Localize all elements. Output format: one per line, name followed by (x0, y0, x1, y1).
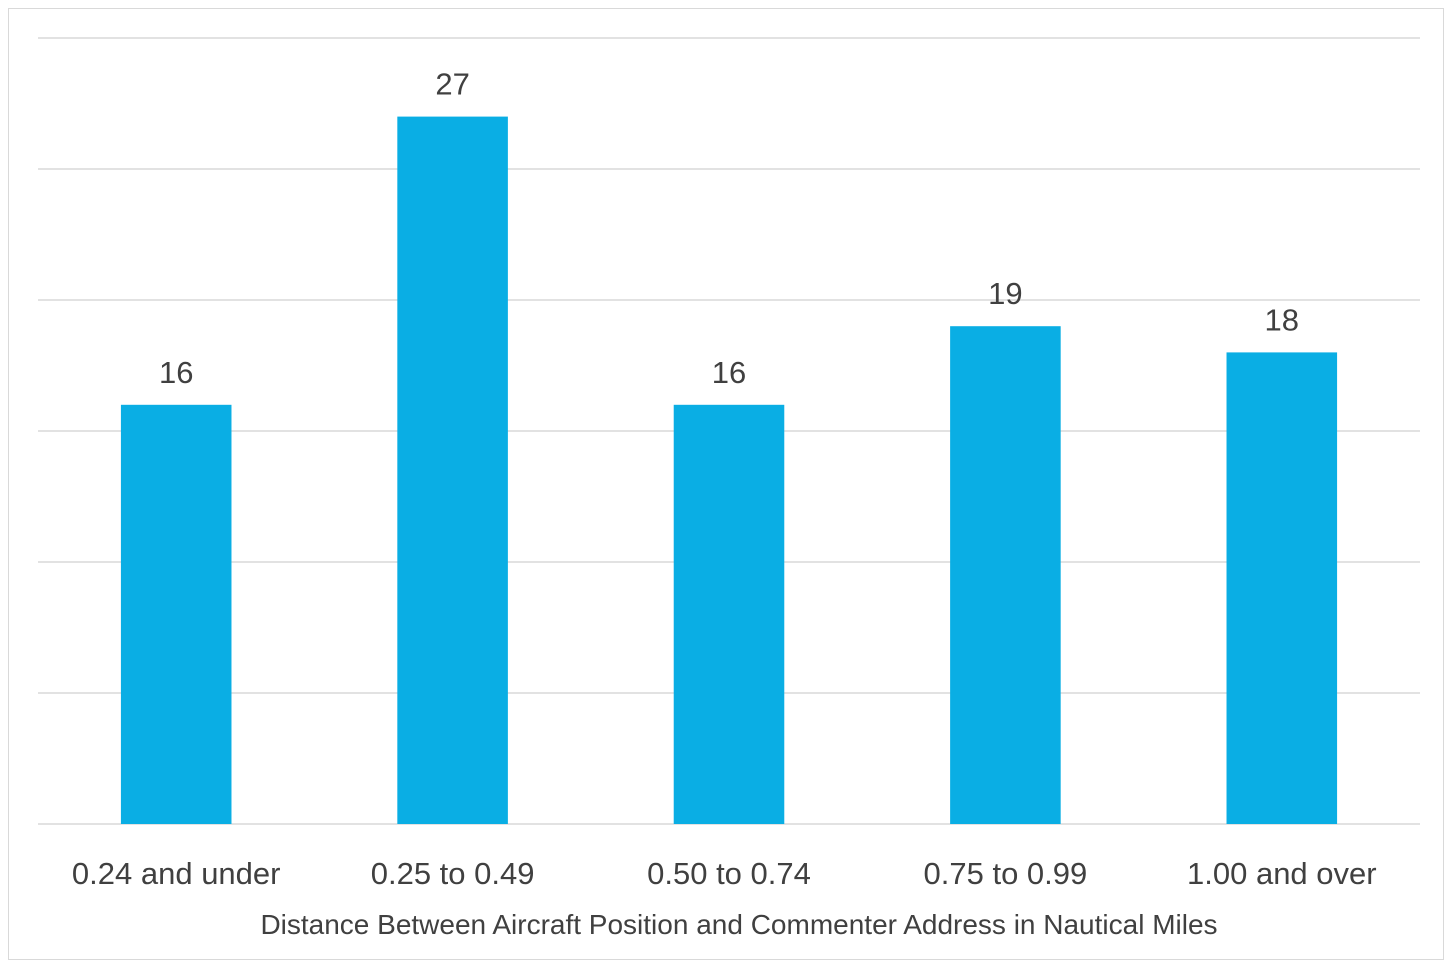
x-tick-label: 0.24 and under (72, 856, 281, 891)
data-label: 27 (435, 67, 469, 102)
data-label: 19 (988, 276, 1022, 311)
data-label: 18 (1265, 302, 1299, 337)
x-tick-label: 1.00 and over (1187, 856, 1377, 891)
gridlines (38, 37, 1420, 825)
bar (1226, 352, 1338, 824)
x-tick-labels: 0.24 and under 0.25 to 0.49 0.50 to 0.74 0.… (72, 856, 1377, 891)
bar (673, 404, 785, 824)
x-axis-title: Distance Between Aircraft Position and C… (260, 909, 1217, 940)
bars (120, 116, 1338, 825)
bar (950, 326, 1061, 824)
data-label: 16 (159, 355, 193, 390)
bar (397, 116, 508, 825)
data-labels: 16 27 16 19 18 (159, 67, 1299, 390)
x-tick-label: 0.50 to 0.74 (647, 856, 811, 891)
bar (120, 404, 232, 824)
x-tick-label: 0.25 to 0.49 (371, 856, 535, 891)
data-label: 16 (712, 355, 746, 390)
x-tick-label: 0.75 to 0.99 (924, 856, 1088, 891)
